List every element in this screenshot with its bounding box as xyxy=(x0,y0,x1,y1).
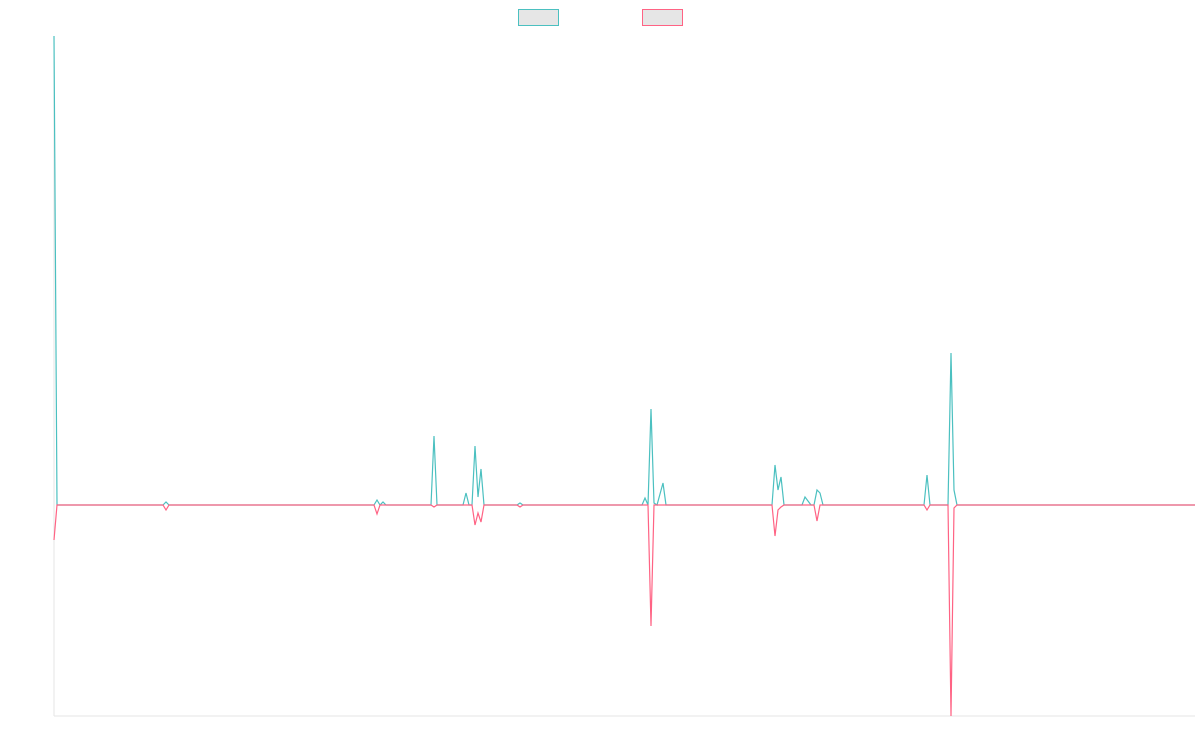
legend-swatch[interactable] xyxy=(518,9,559,26)
legend-swatch[interactable] xyxy=(642,9,683,26)
series-line xyxy=(53,35,1195,506)
series-line xyxy=(53,504,1195,717)
